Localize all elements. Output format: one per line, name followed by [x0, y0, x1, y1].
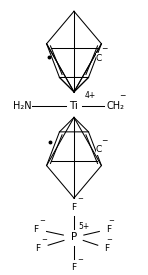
Text: 5+: 5+ [78, 222, 90, 231]
Text: C: C [96, 54, 102, 63]
Text: −: − [119, 92, 125, 101]
Text: −: − [40, 218, 45, 224]
Text: −: − [78, 257, 83, 263]
Text: F: F [107, 225, 112, 234]
Text: F: F [71, 203, 77, 212]
Text: 4+: 4+ [84, 91, 95, 100]
Text: −: − [106, 237, 112, 243]
Text: Ti: Ti [70, 101, 78, 111]
Text: F: F [36, 244, 41, 253]
Text: −: − [102, 136, 108, 145]
Text: P: P [71, 232, 77, 242]
Text: −: − [78, 196, 83, 202]
Text: C: C [96, 145, 102, 154]
Text: H₂N: H₂N [13, 101, 32, 111]
Text: F: F [104, 244, 110, 253]
Text: F: F [33, 225, 38, 234]
Text: −: − [102, 44, 108, 53]
Text: −: − [42, 237, 48, 243]
Text: CH₂: CH₂ [106, 101, 124, 111]
Text: F: F [71, 263, 77, 272]
Text: −: − [108, 218, 114, 224]
